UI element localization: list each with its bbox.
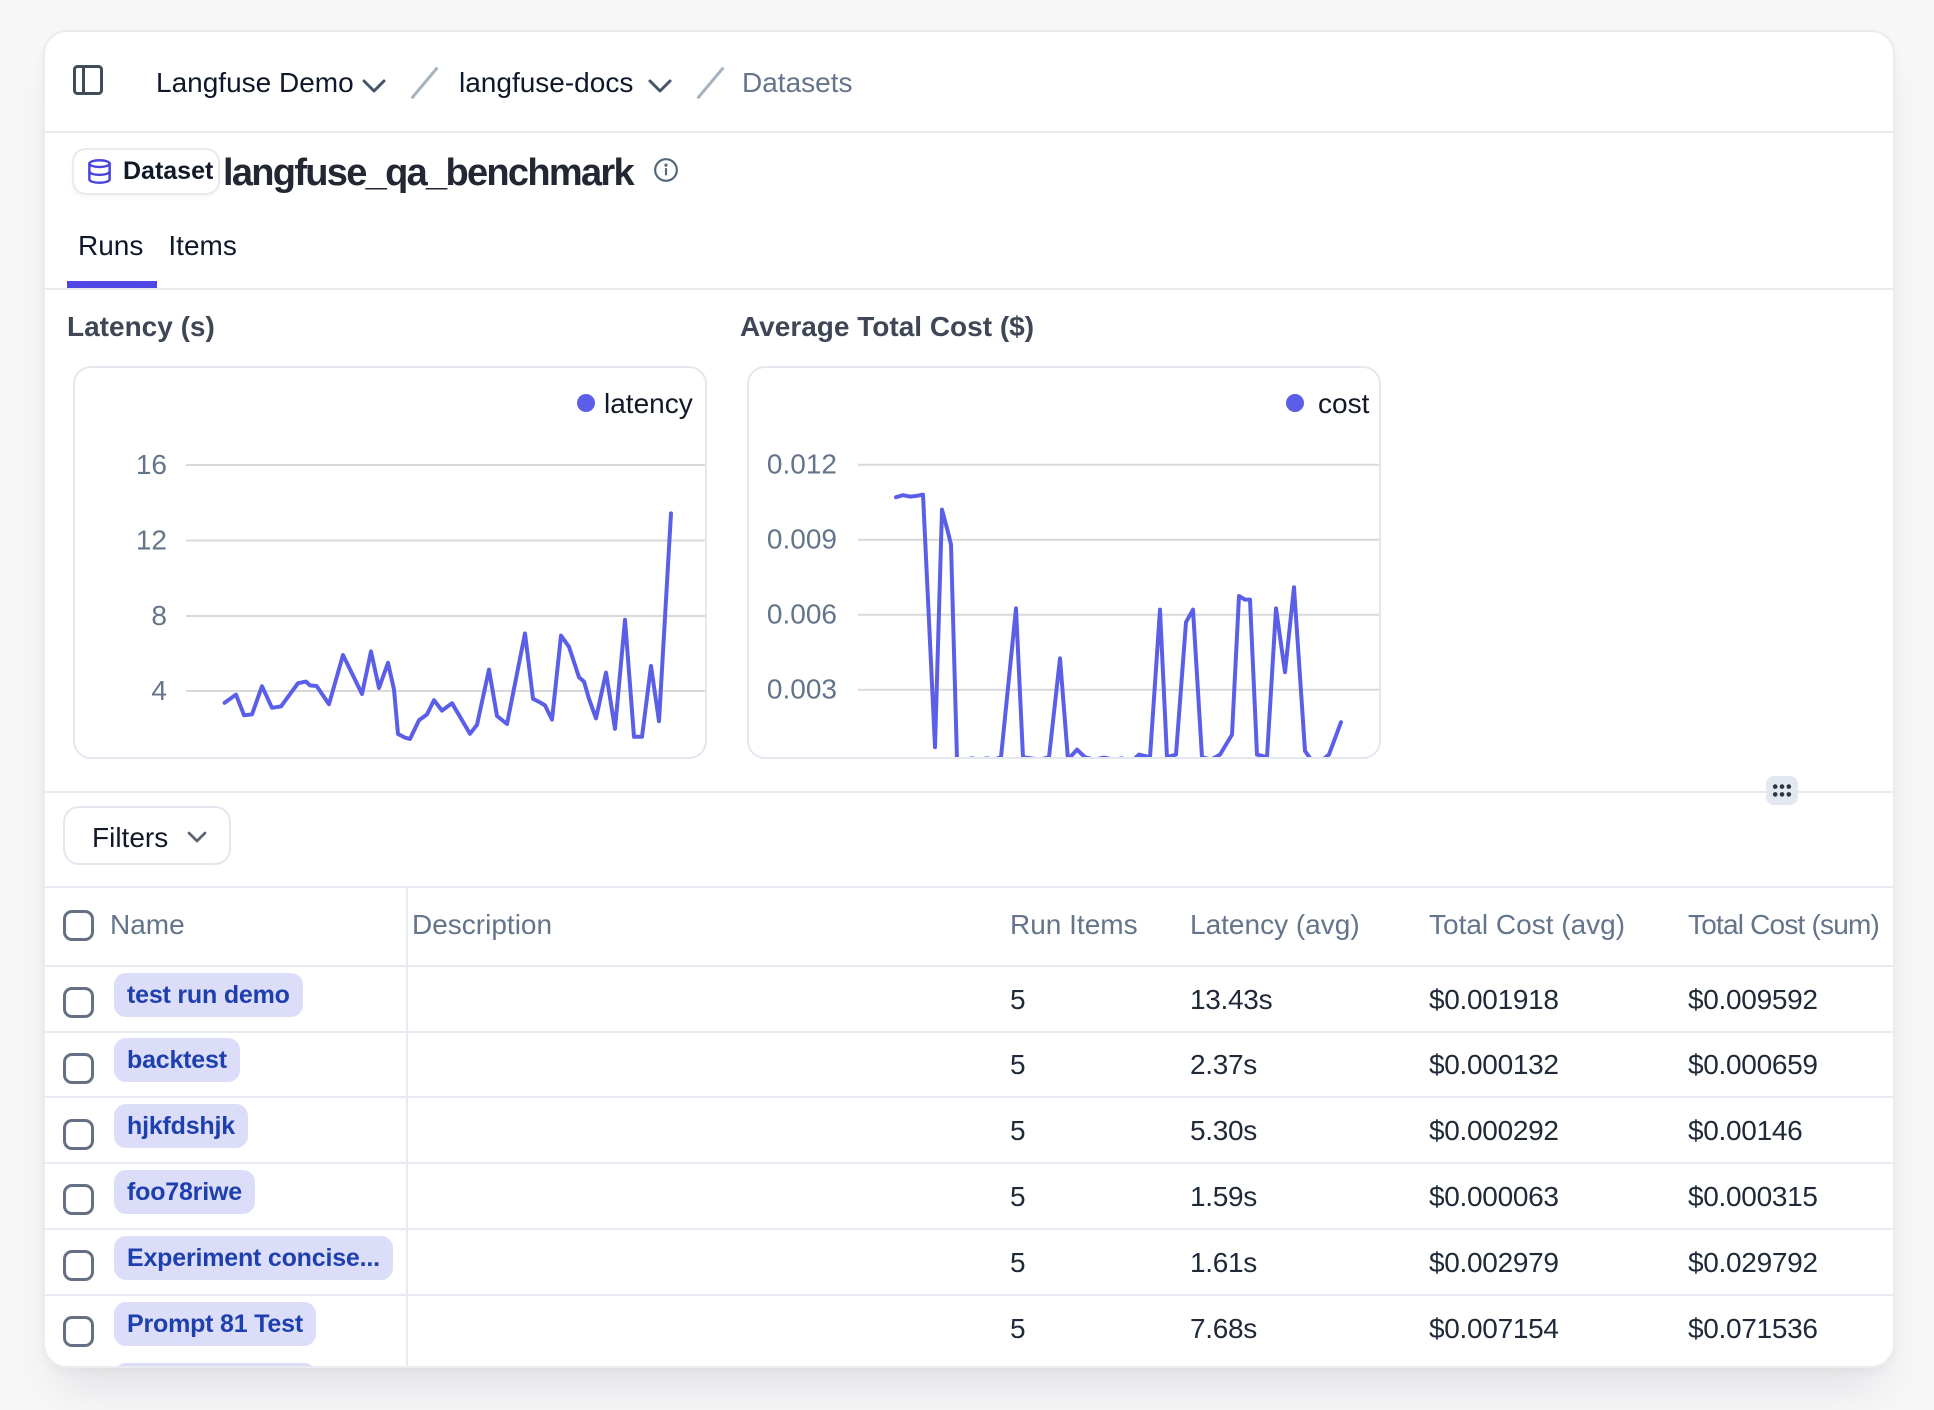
- svg-text:0.009: 0.009: [767, 524, 837, 555]
- svg-text:0.003: 0.003: [767, 674, 837, 705]
- svg-text:16: 16: [136, 449, 167, 480]
- svg-text:12: 12: [136, 525, 167, 556]
- svg-text:8: 8: [151, 600, 167, 631]
- svg-text:0.006: 0.006: [767, 599, 837, 630]
- svg-text:cost: cost: [1318, 388, 1370, 419]
- svg-text:4: 4: [151, 675, 167, 706]
- svg-text:latency: latency: [604, 388, 693, 419]
- svg-text:0.012: 0.012: [767, 449, 837, 480]
